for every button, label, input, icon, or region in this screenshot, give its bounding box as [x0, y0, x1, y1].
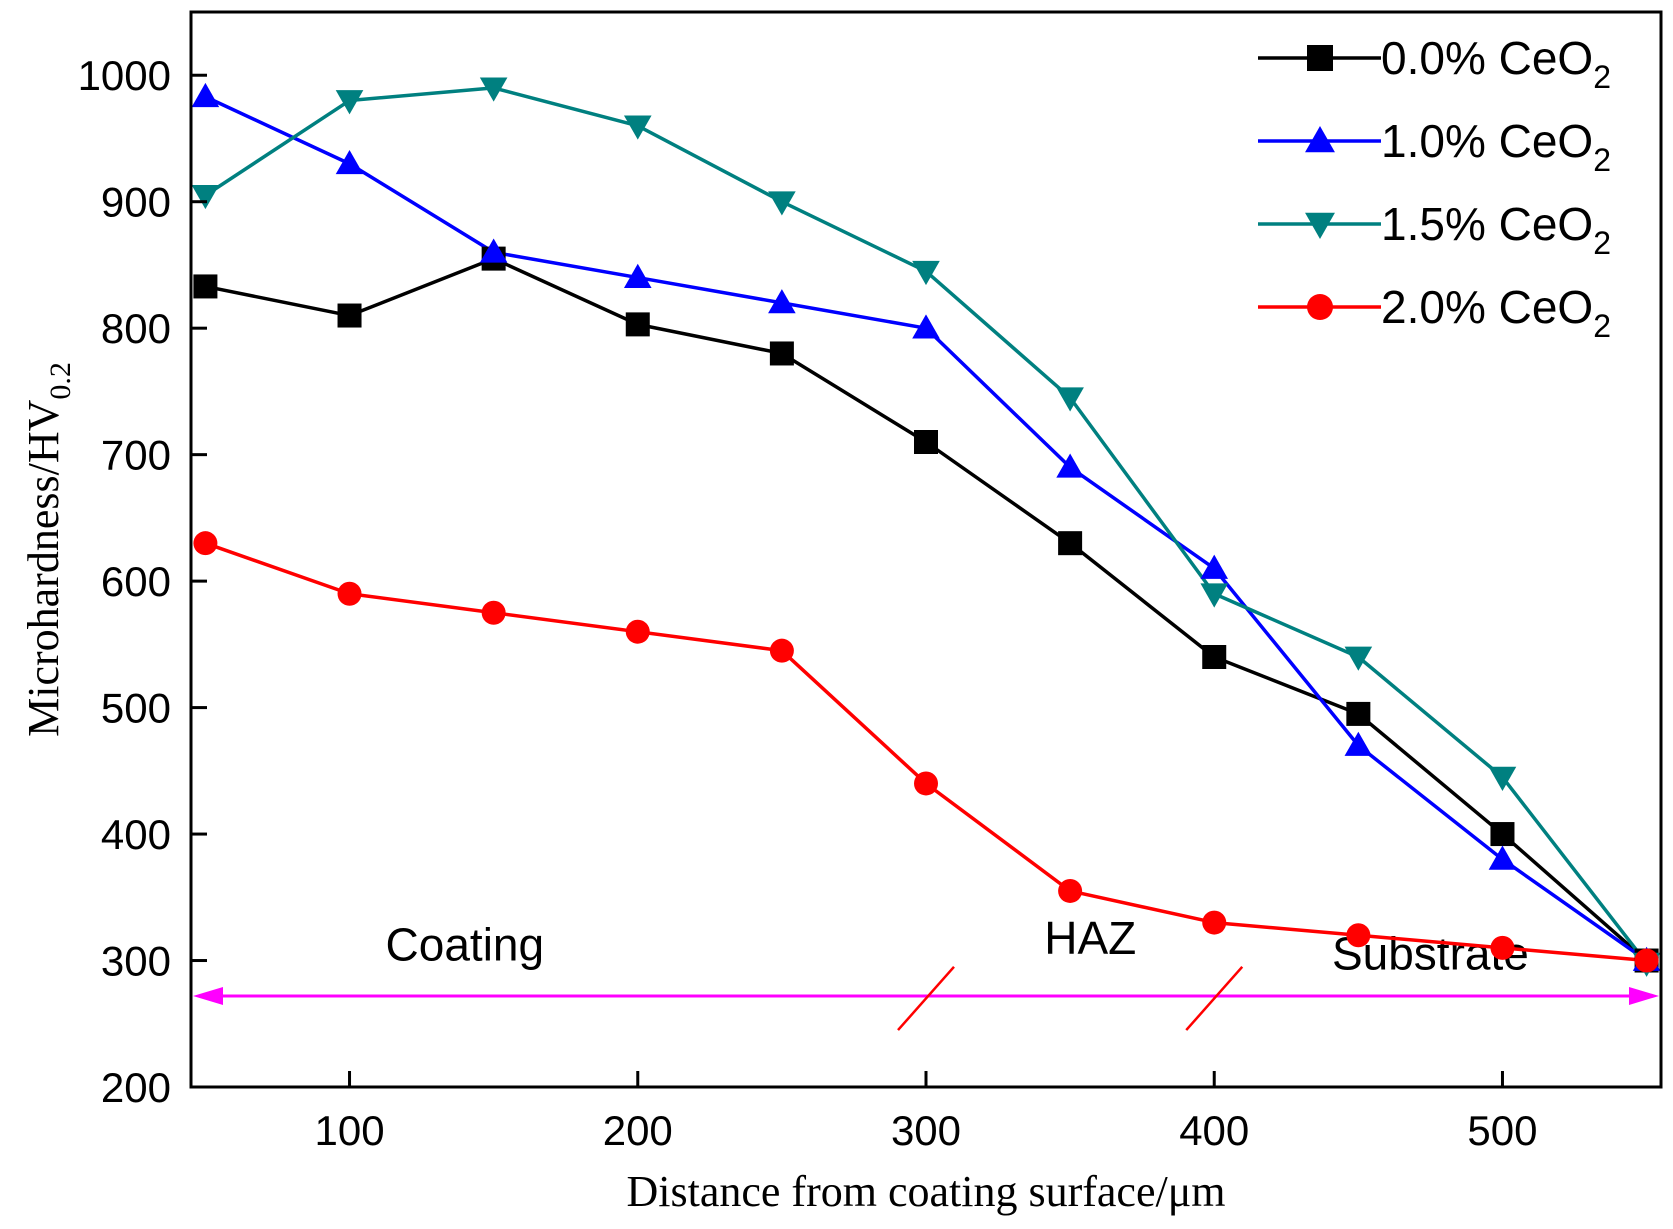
- legend-marker-3: [1305, 212, 1335, 239]
- region-boundary-2: [1185, 966, 1244, 1031]
- series-1-point-7: [1058, 531, 1083, 556]
- series-2-point-3: [479, 238, 508, 263]
- y-tick-label: 200: [101, 1064, 171, 1111]
- legend-marker-2: [1305, 126, 1335, 153]
- series-4-point-3: [481, 600, 506, 625]
- series-4-point-11: [1634, 948, 1659, 973]
- series-3-point-10: [1488, 766, 1517, 791]
- series-4-point-4: [625, 619, 650, 644]
- legend-label-2: 1.0% CeO2: [1381, 115, 1611, 178]
- y-tick-label: 500: [101, 685, 171, 732]
- y-tick-label: 800: [101, 305, 171, 352]
- y-tick-label: 900: [101, 179, 171, 226]
- region-label-haz: HAZ: [1044, 912, 1136, 964]
- legend-marker-1: [1307, 45, 1333, 71]
- y-tick-label: 300: [101, 938, 171, 985]
- series-2-point-10: [1488, 845, 1517, 870]
- series-4-point-1: [193, 531, 218, 556]
- series-1-point-1: [193, 274, 218, 299]
- series-3-point-8: [1200, 583, 1229, 608]
- series-1-point-9: [1346, 701, 1371, 726]
- series-3-point-7: [1056, 387, 1084, 412]
- series-4-point-7: [1058, 878, 1083, 903]
- series-3-point-4: [623, 115, 652, 140]
- x-tick-label: 500: [1467, 1107, 1537, 1154]
- series-2-point-5: [768, 289, 796, 314]
- legend-label-subscript-1: 2: [1593, 59, 1611, 95]
- x-tick-label: 400: [1179, 1107, 1249, 1154]
- series-3-point-5: [768, 191, 796, 216]
- legend-marker-4: [1307, 294, 1333, 320]
- y-axis-title: Microhardness/HV0.2: [19, 362, 77, 737]
- series-2-point-2: [335, 149, 364, 175]
- series-2-point-4: [623, 263, 652, 288]
- region-arrow-head-left: [193, 986, 223, 1005]
- series-4-point-2: [337, 581, 362, 606]
- legend-label-text-3: 1.5% CeO: [1381, 198, 1593, 250]
- series-1-point-5: [769, 341, 794, 366]
- legend-label-subscript-2: 2: [1593, 142, 1611, 178]
- legend-label-text-2: 1.0% CeO: [1381, 115, 1593, 167]
- y-tick-label: 700: [101, 432, 171, 479]
- series-4-point-9: [1346, 923, 1371, 948]
- y-tick-label: 1000: [78, 52, 171, 99]
- region-boundary-1: [897, 966, 955, 1031]
- series-1-point-6: [914, 430, 938, 454]
- series-3-point-2: [335, 90, 364, 115]
- series-4-point-10: [1490, 935, 1515, 960]
- y-axis-title-main: Microhardness/HV: [19, 399, 68, 736]
- legend-label-3: 1.5% CeO2: [1381, 198, 1611, 261]
- series-4-point-5: [769, 638, 794, 663]
- series-1-point-10: [1490, 822, 1515, 847]
- series-1-point-8: [1202, 645, 1227, 669]
- legend-label-text-4: 2.0% CeO: [1381, 281, 1593, 333]
- series-3-point-6: [912, 260, 940, 286]
- x-axis-title: Distance from coating surface/μm: [626, 1167, 1225, 1216]
- y-axis-title-subscript: 0.2: [44, 362, 77, 400]
- series-4-point-8: [1202, 910, 1227, 935]
- y-tick-label: 600: [101, 558, 171, 605]
- series-2-point-8: [1200, 554, 1229, 579]
- legend-label-4: 2.0% CeO2: [1381, 281, 1611, 344]
- series-3-point-3: [479, 77, 508, 102]
- legend-label-1: 0.0% CeO2: [1381, 32, 1611, 95]
- series-1-point-2: [337, 303, 362, 328]
- series-2-point-1: [191, 82, 220, 108]
- x-tick-label: 300: [891, 1107, 961, 1154]
- legend-label-subscript-3: 2: [1593, 225, 1611, 261]
- legend-label-subscript-4: 2: [1593, 308, 1611, 344]
- region-label-coating: Coating: [386, 919, 545, 971]
- series-2-point-6: [912, 314, 940, 339]
- region-arrow-head-right: [1629, 986, 1659, 1005]
- x-tick-label: 100: [314, 1107, 384, 1154]
- legend-label-text-1: 0.0% CeO: [1381, 32, 1593, 84]
- series-4-point-6: [914, 771, 938, 796]
- series-2-point-7: [1056, 453, 1084, 478]
- series-3-point-1: [191, 185, 220, 210]
- y-tick-label: 400: [101, 811, 171, 858]
- series-2-point-9: [1344, 731, 1373, 756]
- series-1-point-4: [625, 312, 650, 337]
- series-3-point-9: [1344, 646, 1373, 671]
- x-tick-label: 200: [603, 1107, 673, 1154]
